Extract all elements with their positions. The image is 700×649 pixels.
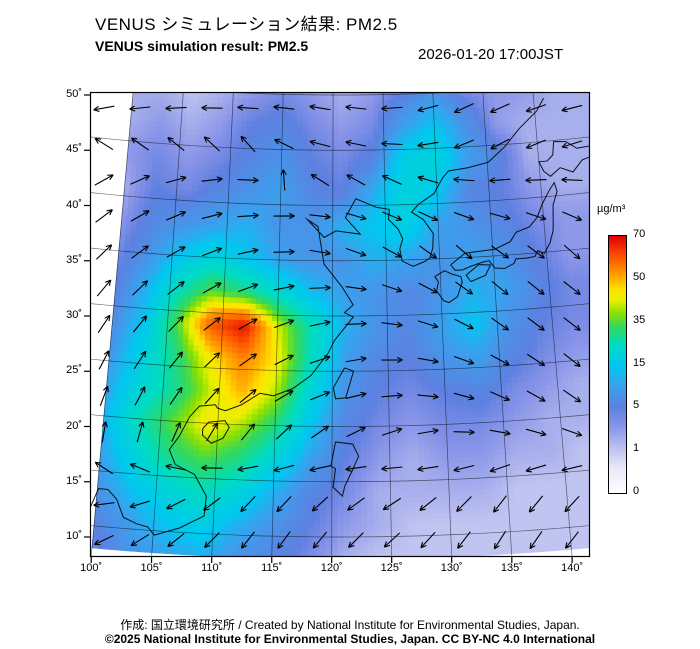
colorbar-tick-label: 1 <box>633 442 640 455</box>
colorbar-tick-label: 50 <box>633 270 646 283</box>
lon-tick-label: 135˚ <box>500 562 523 574</box>
lat-tick-label: 25˚ <box>66 364 82 377</box>
lon-tick-label: 100˚ <box>80 562 103 574</box>
credit-line: 作成: 国立環境研究所 / Created by National Instit… <box>120 618 580 632</box>
lon-tick-label: 110˚ <box>201 562 223 574</box>
colorbar-unit-label: µg/m³ <box>597 203 626 215</box>
lat-tick-label: 15˚ <box>66 474 82 487</box>
colorbar-tick-label: 0 <box>633 485 640 497</box>
lon-tick-label: 125˚ <box>380 562 403 574</box>
lat-tick-label: 50˚ <box>66 88 82 100</box>
lat-tick-label: 20˚ <box>66 419 82 432</box>
lat-tick-label: 35˚ <box>66 253 82 266</box>
colorbar <box>608 235 627 494</box>
lat-tick-label: 10˚ <box>66 530 82 542</box>
colorbar-tick-label: 5 <box>633 399 640 412</box>
colorbar-tick-label: 35 <box>633 313 646 326</box>
lat-tick-label: 40˚ <box>66 198 82 211</box>
lon-tick-label: 115˚ <box>261 562 283 574</box>
colorbar-tick-label: 15 <box>633 356 646 369</box>
lat-tick-label: 30˚ <box>66 309 82 321</box>
lon-tick-label: 140˚ <box>561 562 584 574</box>
lat-tick-label: 45˚ <box>66 143 82 156</box>
colorbar-tick-label: 70 <box>633 228 646 240</box>
lon-tick-label: 130˚ <box>440 562 463 574</box>
copyright-line: ©2025 National Institute for Environment… <box>104 632 596 646</box>
lon-tick-label: 120˚ <box>320 562 343 574</box>
lon-tick-label: 105˚ <box>140 562 163 574</box>
